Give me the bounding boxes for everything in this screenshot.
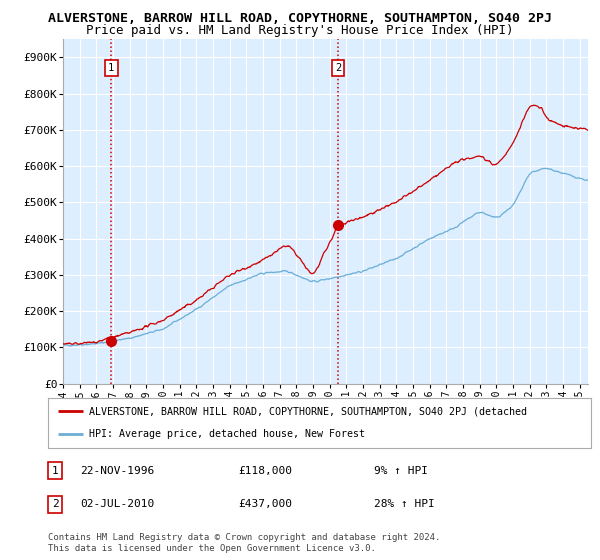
Text: ALVERSTONE, BARROW HILL ROAD, COPYTHORNE, SOUTHAMPTON, SO40 2PJ (detached: ALVERSTONE, BARROW HILL ROAD, COPYTHORNE… (89, 406, 527, 416)
Text: £118,000: £118,000 (238, 466, 292, 476)
Text: Contains HM Land Registry data © Crown copyright and database right 2024.
This d: Contains HM Land Registry data © Crown c… (48, 533, 440, 553)
Text: Price paid vs. HM Land Registry's House Price Index (HPI): Price paid vs. HM Land Registry's House … (86, 24, 514, 37)
Text: £437,000: £437,000 (238, 499, 292, 509)
Text: 28% ↑ HPI: 28% ↑ HPI (374, 499, 434, 509)
Text: 2: 2 (52, 499, 58, 509)
Text: 9% ↑ HPI: 9% ↑ HPI (374, 466, 428, 476)
Text: 1: 1 (52, 466, 58, 476)
Text: HPI: Average price, detached house, New Forest: HPI: Average price, detached house, New … (89, 430, 365, 440)
Text: 2: 2 (335, 63, 341, 73)
Text: 02-JUL-2010: 02-JUL-2010 (80, 499, 155, 509)
Text: 22-NOV-1996: 22-NOV-1996 (80, 466, 155, 476)
Text: 1: 1 (108, 63, 115, 73)
Text: ALVERSTONE, BARROW HILL ROAD, COPYTHORNE, SOUTHAMPTON, SO40 2PJ: ALVERSTONE, BARROW HILL ROAD, COPYTHORNE… (48, 12, 552, 25)
